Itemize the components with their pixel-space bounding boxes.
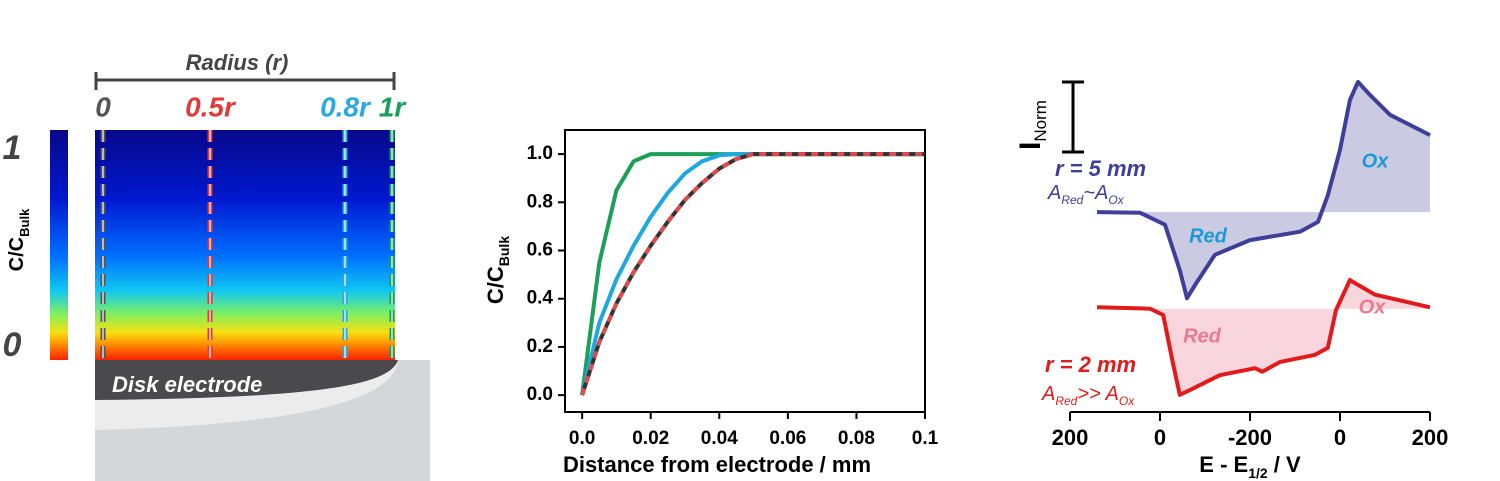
x-tick-label: -200	[1228, 425, 1272, 450]
y-tick-label: 0.4	[527, 288, 554, 309]
x-tick-label: 0.0	[569, 428, 595, 449]
peak-label: Ox	[1359, 296, 1387, 318]
x-tick-label: 0.06	[769, 428, 806, 449]
x-axis-label: Distance from electrode / mm	[563, 452, 871, 477]
area-ratio-part: A	[1047, 182, 1061, 204]
area-ratio-part: ~A	[1083, 182, 1108, 204]
x-tick-label: 0.04	[701, 428, 738, 449]
area-ratio-part: Red	[1061, 193, 1083, 207]
position-label: 0	[95, 91, 111, 122]
x-axis-label-part: / V	[1268, 452, 1301, 477]
voltammogram	[1096, 278, 1431, 397]
x-tick-label: 0	[1154, 425, 1166, 450]
colorbar	[50, 130, 68, 360]
position-label: 1r	[379, 91, 408, 122]
y-tick-label: 0.0	[527, 384, 553, 405]
y-tick-label: 1.0	[527, 143, 553, 164]
peak-label: Red	[1189, 225, 1228, 247]
x-axis-label: E - E1/2 / V	[1199, 452, 1301, 481]
position-label: 0.5r	[185, 91, 237, 122]
colorbar-tick-label: 0	[3, 326, 22, 364]
electrode-label: Disk electrode	[112, 372, 262, 397]
colorbar-title-part: Bulk	[17, 208, 32, 237]
y-axis-label-part: Bulk	[496, 236, 512, 267]
area-ratio-part: A	[1041, 383, 1055, 405]
area-ratio-part: Ox	[1119, 394, 1135, 408]
concentration-map	[95, 130, 395, 360]
x-tick-label: 0.08	[838, 428, 875, 449]
x-tick-label: 200	[1412, 425, 1449, 450]
area-ratio: ARed>> AOx	[1041, 383, 1135, 408]
y-tick-label: 0.8	[527, 191, 553, 212]
electrode	[95, 360, 398, 400]
area-ratio-part: Ox	[1108, 193, 1124, 207]
area-ratio-part: >> A	[1077, 383, 1119, 405]
voltammogram	[1096, 79, 1431, 301]
scale-label-part: I	[1014, 142, 1047, 150]
radius-title: Radius (r)	[186, 50, 289, 75]
position-label: 0.8r	[320, 91, 372, 122]
x-axis-label-part: 1/2	[1248, 465, 1268, 481]
series-label: r = 5 mm	[1055, 156, 1146, 181]
colorbar-title-part: C/C	[6, 237, 28, 271]
y-axis-label: C/CBulk	[483, 236, 512, 304]
x-tick-label: 0.02	[632, 428, 669, 449]
series-label: r = 2 mm	[1045, 352, 1136, 377]
colorbar-tick-label: 1	[3, 129, 22, 167]
area-ratio-part: Red	[1055, 394, 1077, 408]
scale-label: INorm	[1014, 100, 1051, 150]
x-axis-label-part: E - E	[1199, 452, 1248, 477]
plot-frame	[564, 129, 926, 413]
peak-label: Red	[1183, 325, 1222, 347]
data-line	[580, 152, 925, 396]
y-tick-label: 0.6	[527, 240, 553, 261]
y-tick-label: 0.2	[527, 336, 553, 357]
y-axis-label-part: C/C	[483, 266, 508, 304]
x-tick-label: 200	[1052, 425, 1089, 450]
area-fill	[1150, 280, 1430, 395]
scale-label-part: Norm	[1031, 100, 1050, 142]
x-tick-label: 0	[1334, 425, 1346, 450]
peak-label: Ox	[1362, 150, 1390, 172]
colorbar-title: C/CBulk	[6, 208, 32, 271]
area-fill	[1140, 81, 1430, 299]
x-tick-label: 0.1	[912, 428, 939, 449]
area-ratio: ARed~AOx	[1047, 182, 1125, 207]
